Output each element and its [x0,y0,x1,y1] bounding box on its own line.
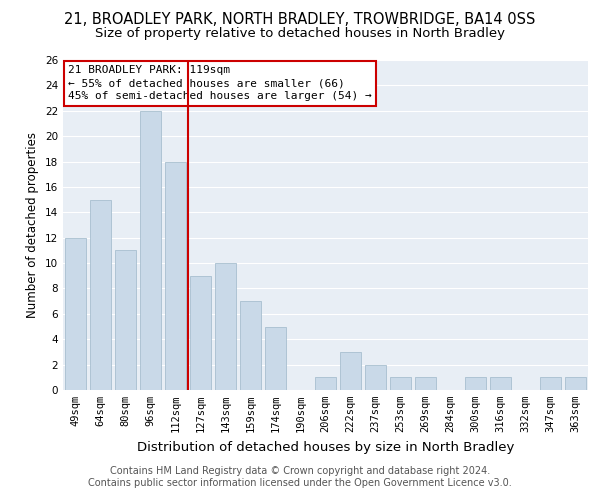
Bar [265,326,286,390]
Bar [215,263,236,390]
Text: Contains HM Land Registry data © Crown copyright and database right 2024.
Contai: Contains HM Land Registry data © Crown c… [88,466,512,487]
Bar [415,378,436,390]
Bar [90,200,111,390]
Bar [490,378,511,390]
Y-axis label: Number of detached properties: Number of detached properties [26,132,40,318]
Bar [140,111,161,390]
Text: 21 BROADLEY PARK: 119sqm
← 55% of detached houses are smaller (66)
45% of semi-d: 21 BROADLEY PARK: 119sqm ← 55% of detach… [68,65,372,102]
Bar [365,364,386,390]
Bar [315,378,336,390]
Bar [115,250,136,390]
Bar [190,276,211,390]
Text: Size of property relative to detached houses in North Bradley: Size of property relative to detached ho… [95,28,505,40]
Text: 21, BROADLEY PARK, NORTH BRADLEY, TROWBRIDGE, BA14 0SS: 21, BROADLEY PARK, NORTH BRADLEY, TROWBR… [64,12,536,28]
Bar [465,378,486,390]
Bar [540,378,561,390]
Bar [340,352,361,390]
Bar [165,162,186,390]
Bar [390,378,411,390]
X-axis label: Distribution of detached houses by size in North Bradley: Distribution of detached houses by size … [137,440,514,454]
Bar [240,301,261,390]
Bar [65,238,86,390]
Bar [565,378,586,390]
